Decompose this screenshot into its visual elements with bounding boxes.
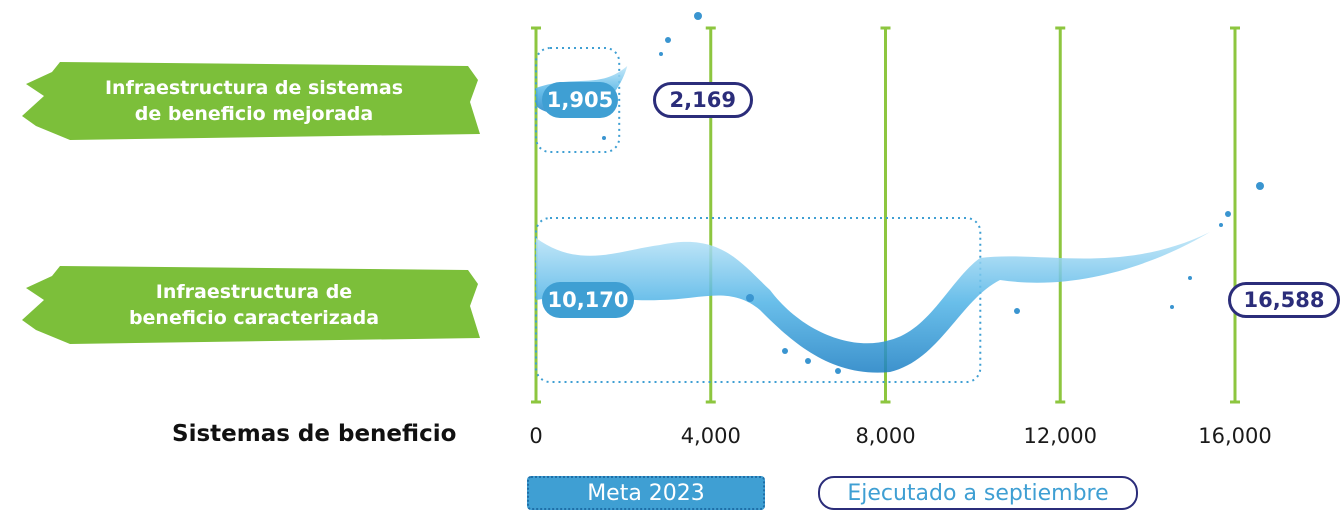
water-splash-caracterizada [536,232,1210,373]
water-droplet [665,37,671,43]
category-label-mejorada: Infraestructura de sistemas de beneficio… [104,77,404,125]
water-droplet [1225,211,1231,217]
legend-meta-2023: Meta 2023 [527,476,765,510]
meta-value-label-caracterizada: 10,170 [542,282,634,318]
water-droplet [805,358,811,364]
water-droplet [1188,276,1192,280]
water-droplet [782,348,788,354]
x-tick-label: 0 [529,424,543,448]
water-droplet [602,136,606,140]
category-label-caracterizada: Infraestructura de beneficio caracteriza… [128,281,380,329]
water-droplet [1256,182,1264,190]
water-droplet [659,52,663,56]
meta-bar-caracterizada [535,217,982,383]
executed-value-label-caracterizada: 16,588 [1228,282,1340,318]
x-tick-label: 16,000 [1198,424,1272,448]
x-axis-title: Sistemas de beneficio [172,421,457,447]
legend-ejecutado: Ejecutado a septiembre [818,476,1138,510]
category-label-bg [22,266,480,344]
category-label-bg [22,62,480,140]
executed-value-label-mejorada: 2,169 [652,82,753,118]
water-droplet [1219,223,1223,227]
water-droplet [694,12,702,20]
water-droplet [746,294,754,302]
meta-value-label-mejorada: 1,905 [542,82,618,118]
x-tick-label: 12,000 [1023,424,1097,448]
water-droplet [835,368,841,374]
x-tick-label: 4,000 [680,424,741,448]
water-droplet [1014,308,1020,314]
water-droplet [1170,305,1174,309]
x-tick-label: 8,000 [855,424,916,448]
